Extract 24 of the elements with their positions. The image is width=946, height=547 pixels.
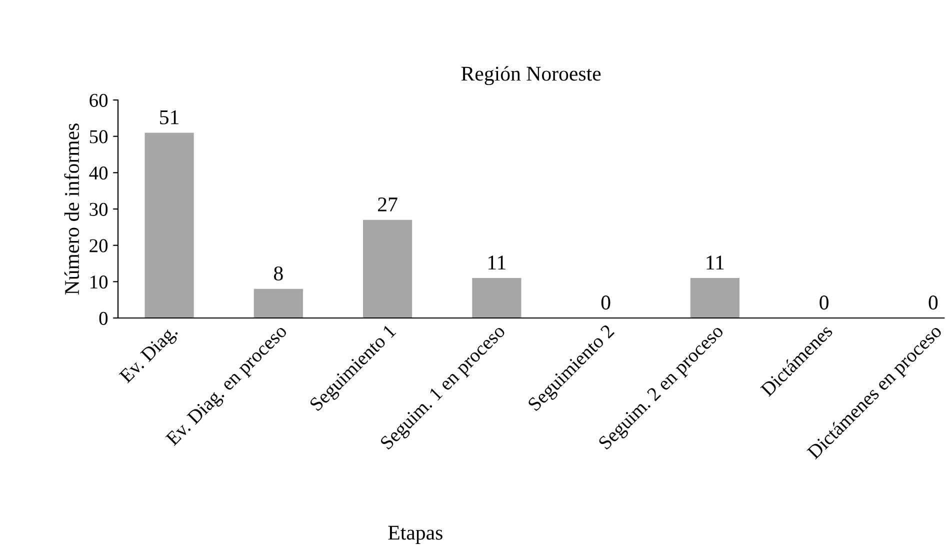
x-tick-label: Ev. Diag. xyxy=(118,324,181,386)
data-label: 0 xyxy=(820,296,828,310)
y-tick-label: 20 xyxy=(90,239,108,252)
data-label: 11 xyxy=(706,256,724,270)
bar xyxy=(254,288,303,318)
data-label: 51 xyxy=(160,110,178,124)
y-tick-label: 30 xyxy=(90,202,108,216)
data-label: 0 xyxy=(601,296,610,310)
bar xyxy=(472,278,522,318)
y-tick-label: 0 xyxy=(99,312,108,325)
y-tick-label: 10 xyxy=(90,275,108,289)
bar xyxy=(362,220,412,318)
data-label: 27 xyxy=(378,198,398,212)
data-label: 11 xyxy=(488,256,506,270)
y-tick-label: 60 xyxy=(90,94,108,107)
chart-title: Región Noroeste xyxy=(461,66,601,86)
data-label: 0 xyxy=(928,296,938,310)
x-axis-title: Etapas xyxy=(388,526,442,544)
y-tick-label: 40 xyxy=(89,166,108,180)
y-tick-label: 50 xyxy=(90,130,108,144)
bar xyxy=(144,132,194,318)
data-label: 8 xyxy=(274,266,283,281)
bar xyxy=(690,278,740,318)
y-axis-title: Número de informes xyxy=(64,124,80,295)
